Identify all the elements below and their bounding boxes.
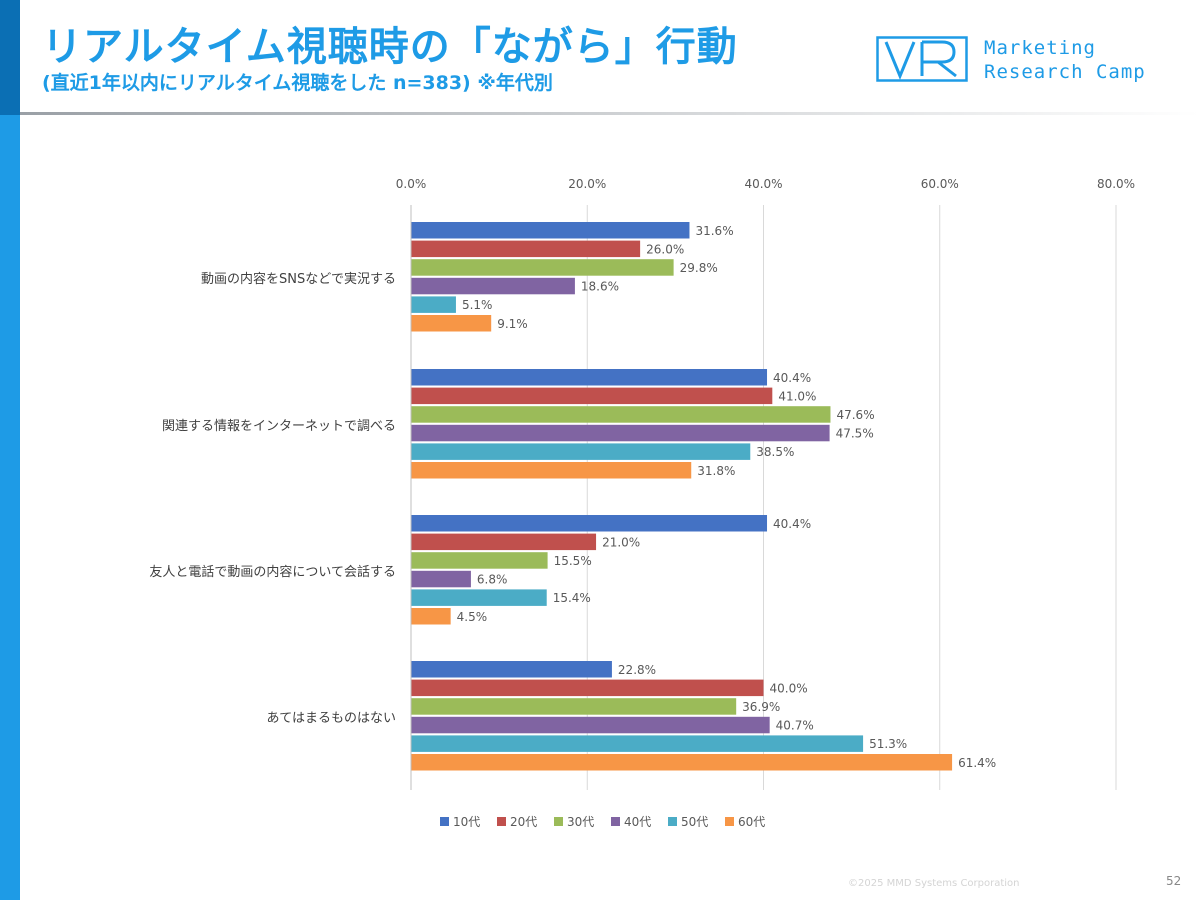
data-label: 51.3% [869,737,907,751]
category-label: 友人と電話で動画の内容について会話する [149,564,396,580]
data-label: 41.0% [778,389,816,403]
bar [411,552,548,569]
data-label: 26.0% [646,242,684,256]
brand-name: Marketing Research Camp [984,36,1146,84]
data-label: 29.8% [680,261,718,275]
data-label: 36.9% [742,700,780,714]
category-label: 動画の内容をSNSなどで実況する [201,271,396,287]
legend-swatch [440,817,449,826]
bar [411,533,597,551]
bar [411,570,471,588]
data-label: 15.4% [553,591,591,605]
data-label: 5.1% [462,298,493,312]
bar [411,716,770,734]
x-tick-label: 20.0% [568,177,606,191]
bar [411,369,768,386]
data-label: 18.6% [581,280,619,294]
footer-copyright: ©2025 MMD Systems Corporation [848,878,1020,889]
data-label: 21.0% [602,535,640,549]
data-label: 31.6% [695,224,733,238]
bar [411,277,575,295]
legend-swatch [554,817,563,826]
bar [411,222,690,239]
data-label: 38.5% [756,445,794,459]
x-tick-label: 80.0% [1097,177,1135,191]
bar [411,296,456,313]
header-divider [20,112,1200,115]
legend-label: 60代 [738,815,765,829]
data-label: 40.7% [776,719,814,733]
brand-line-1: Marketing [984,37,1096,59]
category-label: 関連する情報をインターネットで調べる [162,419,396,434]
mr-logo-icon [876,36,968,82]
bar [411,661,612,678]
bar [411,589,547,606]
data-label: 31.8% [697,464,735,478]
data-label: 40.0% [770,681,808,695]
legend-label: 10代 [453,815,480,829]
bar [411,424,830,442]
bar [411,387,773,405]
bar [411,406,831,423]
legend-label: 20代 [510,815,537,829]
page-number: 52 [1166,874,1182,888]
bar [411,462,692,479]
bar [411,754,953,771]
bar [411,679,764,697]
legend-label: 40代 [624,815,651,829]
data-label: 15.5% [554,554,592,568]
slide-title: リアルタイム視聴時の「ながら」行動 [42,24,738,70]
data-label: 9.1% [497,317,527,331]
bar [411,240,641,258]
data-label: 22.8% [618,663,656,677]
data-label: 47.6% [836,408,874,422]
bar [411,735,864,752]
data-label: 6.8% [477,573,508,587]
data-label: 61.4% [958,756,996,770]
category-label: あてはまるものはない [267,711,396,726]
bar [411,315,492,332]
data-label: 47.5% [836,427,874,441]
bar [411,698,737,715]
bar [411,443,751,460]
slide-subtitle: (直近1年以内にリアルタイム視聴をした n=383) ※年代別 [42,72,553,94]
left-accent-stripe [0,0,20,900]
bar [411,608,451,625]
legend-label: 50代 [681,815,708,829]
legend-label: 30代 [567,815,594,829]
brand-line-2: Research Camp [984,61,1146,83]
legend-swatch [497,817,506,826]
x-tick-label: 0.0% [396,177,427,191]
data-label: 40.4% [773,517,811,531]
bar [411,259,674,276]
bar [411,515,768,532]
data-label: 4.5% [457,610,488,624]
x-tick-label: 40.0% [744,177,782,191]
legend-swatch [668,817,677,826]
left-accent-stripe-top [0,0,20,115]
legend-swatch [611,817,620,826]
x-tick-label: 60.0% [921,177,959,191]
legend-swatch [725,817,734,826]
data-label: 40.4% [773,371,811,385]
